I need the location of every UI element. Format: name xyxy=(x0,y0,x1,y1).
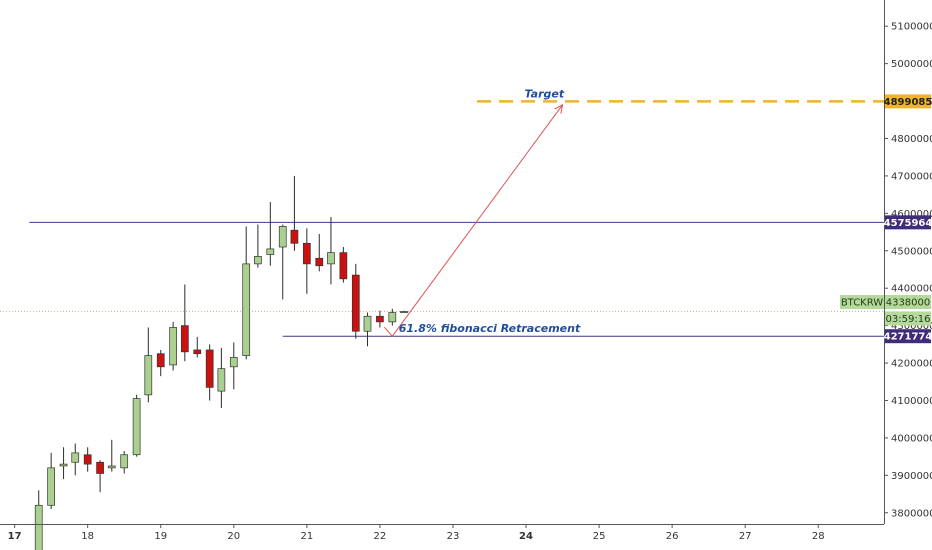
candle-up xyxy=(327,252,335,265)
candle-up xyxy=(169,327,177,366)
x-tick-label: 19 xyxy=(154,531,167,542)
arrow-line xyxy=(391,104,563,337)
y-tick-label: 4300000 xyxy=(891,321,932,332)
x-tick-label: 18 xyxy=(81,531,94,542)
candle-down xyxy=(205,349,214,388)
x-tick-label: 20 xyxy=(227,531,240,542)
candle-down xyxy=(180,325,189,353)
x-axis[interactable]: 17 18 19 20 21 22 23 24 25 26 27 28 xyxy=(8,524,825,542)
y-tick-label: 4100000 xyxy=(891,396,932,407)
fib-support-badge xyxy=(885,329,931,344)
x-tick-label: 25 xyxy=(593,531,606,542)
x-tick-label: 22 xyxy=(374,531,387,542)
symbol-label: BTCKRW xyxy=(841,298,883,309)
arrow-tail-hook xyxy=(383,326,393,337)
y-tick-label: 4700000 xyxy=(891,171,932,182)
candle-up xyxy=(229,357,238,368)
x-tick-label: 26 xyxy=(666,531,679,542)
candle-down xyxy=(83,454,92,465)
countdown-badge xyxy=(885,311,931,326)
y-tick-label: 4400000 xyxy=(891,284,932,295)
y-tick-label: 4000000 xyxy=(891,433,932,444)
last-price-badge xyxy=(885,295,931,309)
x-tick-label: 28 xyxy=(812,531,825,542)
candle-up xyxy=(363,315,372,332)
candle-down xyxy=(290,229,299,244)
x-tick-label: 24 xyxy=(519,531,533,542)
candle-up xyxy=(254,256,262,265)
last-price-label: 4338000 xyxy=(886,298,931,309)
x-tick-label: 23 xyxy=(447,531,460,542)
candle-down xyxy=(376,315,384,323)
y-tick-label: 5100000 xyxy=(891,22,932,33)
target-badge-label: 4899085 xyxy=(884,97,932,108)
price-badges: 4575964 4271774 4899085 BTCKRW 4338000 03:59:… xyxy=(840,94,932,344)
y-tick-label: 5000000 xyxy=(891,59,932,70)
fib-support-badge-label: 4271774 xyxy=(884,332,932,343)
y-tick-label: 4600000 xyxy=(891,209,932,220)
horizontal-levels xyxy=(29,100,884,337)
candle-up xyxy=(144,355,153,396)
candle-down xyxy=(193,349,202,355)
x-tick-label: 27 xyxy=(739,531,752,542)
candle-up xyxy=(400,311,408,313)
countdown-label: 03:59:16 xyxy=(886,314,931,325)
candle-up xyxy=(278,226,287,248)
projection-arrow xyxy=(383,103,564,337)
annotations: Target 61.8% fibonacci Retracement xyxy=(399,87,581,335)
candle-up xyxy=(217,368,226,392)
candles xyxy=(34,175,408,550)
y-tick-label: 4200000 xyxy=(891,359,932,370)
y-tick-label: 3900000 xyxy=(891,471,932,482)
x-tick-label: 21 xyxy=(300,531,313,542)
plot-background xyxy=(0,0,884,524)
candle-up xyxy=(242,263,251,356)
target-label: Target xyxy=(524,87,564,100)
candle-up xyxy=(47,467,55,506)
candle-up xyxy=(132,398,141,456)
candle-up xyxy=(34,504,43,550)
y-axis[interactable]: 3800000 3900000 4000000 4100000 4200000 43000… xyxy=(884,22,932,520)
arrow-head xyxy=(554,103,564,114)
candle-down xyxy=(96,461,104,474)
target-badge xyxy=(885,94,931,109)
candle-down xyxy=(302,242,311,265)
candle-down xyxy=(351,274,360,332)
candle-down xyxy=(315,257,324,267)
fib-label: 61.8% fibonacci Retracement xyxy=(399,322,581,335)
resistance-badge xyxy=(885,215,931,230)
candle-up xyxy=(59,463,68,467)
x-tick-label: 17 xyxy=(8,531,22,542)
candle-down xyxy=(156,353,165,368)
y-tick-label: 4800000 xyxy=(891,134,932,145)
candle-up xyxy=(266,248,275,255)
candle-up xyxy=(120,454,129,469)
resistance-badge-label: 4575964 xyxy=(884,218,932,229)
y-tick-label: 3800000 xyxy=(891,508,932,519)
candle-up xyxy=(388,312,397,323)
y-tick-label: 4500000 xyxy=(891,246,932,257)
candle-down xyxy=(339,252,348,280)
candle-up xyxy=(71,452,80,463)
symbol-badge xyxy=(840,295,884,309)
candle-up xyxy=(107,465,116,469)
